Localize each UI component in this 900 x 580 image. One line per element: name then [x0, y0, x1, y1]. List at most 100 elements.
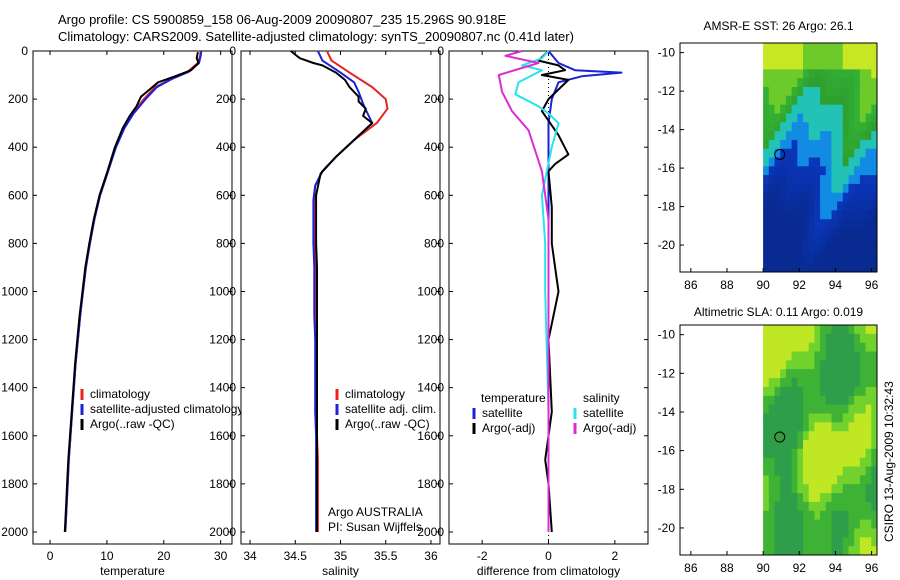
sla_map-cell [865, 484, 872, 494]
sla_map-cell [859, 360, 867, 370]
sst_map-cell [780, 60, 787, 70]
sst_map-cell [842, 69, 850, 79]
sst_map-cell [871, 166, 877, 176]
sla_map-cell [859, 413, 867, 423]
sla_map-cell [871, 395, 877, 406]
sla_map-cell [825, 413, 833, 423]
sst_map-cell [842, 113, 850, 123]
sst_map-cell [859, 263, 867, 272]
sst_map-cell [854, 131, 861, 141]
sla_map-cell [865, 422, 872, 432]
sst_map-cell [808, 113, 815, 123]
sst_map-cell [859, 210, 867, 220]
sst_map-cell [848, 201, 855, 211]
sla_map-cell [814, 333, 821, 344]
sst_map-cell [780, 263, 787, 272]
sla_map-cell [831, 546, 838, 555]
sla_map-cell [814, 528, 821, 538]
sla_map-cell [871, 457, 877, 468]
sst_map-cell [842, 166, 850, 176]
sla_map-cell [820, 351, 827, 361]
sst_map-cell [768, 87, 776, 97]
sst_map-cell [831, 95, 838, 106]
sla_map-cell [797, 333, 804, 344]
sst_map-cell [814, 263, 821, 272]
sst_map-cell [842, 43, 850, 53]
sst_map-cell [814, 87, 821, 97]
sst_map-cell [825, 254, 833, 264]
sst_map-cell [791, 60, 798, 70]
sst_map-cell [763, 254, 770, 264]
sst_map-cell [803, 104, 810, 115]
sst_map-cell [865, 166, 872, 176]
sst_map-cell [808, 157, 815, 167]
sst_map-cell [837, 245, 844, 255]
sla_map-cell [825, 395, 833, 406]
sst_map-cell [797, 236, 804, 247]
sla_map-cell [814, 493, 821, 503]
sla_map-cell [791, 378, 798, 388]
sst_map-cell [803, 113, 810, 123]
sst_map-cell [774, 263, 781, 272]
sla_map-cell [871, 404, 877, 414]
sla_map-cell [837, 413, 844, 423]
sst_map-cell [859, 166, 867, 176]
sla_map-cell [825, 546, 833, 555]
sla_map-cell [803, 413, 810, 423]
sst_map-cell [797, 87, 804, 97]
sst_map-cell [854, 51, 861, 62]
sla_map-cell [763, 422, 770, 432]
salinity-y-tick-label: 1200 [209, 333, 236, 347]
sla_map-cell [780, 528, 787, 538]
sla_map-cell [780, 484, 787, 494]
sla_map-cell [814, 457, 821, 468]
sst_map-cell [797, 139, 804, 150]
sla_map-x-tick-label: 96 [865, 561, 879, 575]
sst_map-cell [854, 192, 861, 203]
sst_map-cell [808, 175, 815, 185]
sst_map-cell [763, 236, 770, 247]
sst_map-cell [791, 51, 798, 62]
sst_map-cell [865, 131, 872, 141]
sst_map-cell [797, 104, 804, 115]
sla_map-cell [808, 510, 815, 521]
sla_map-cell [831, 413, 838, 423]
sla_map-cell [774, 386, 781, 397]
sla_map-cell [808, 431, 815, 441]
sla_map-cell [865, 493, 872, 503]
sla_map-cell [785, 457, 793, 468]
sst_map-cell [785, 78, 793, 88]
sst_map-cell [859, 95, 867, 106]
sst_map-cell [871, 131, 877, 141]
sla_map-cell [842, 457, 850, 468]
sst_map-cell [865, 69, 872, 79]
sst_map-cell [803, 69, 810, 79]
sst_map-cell [803, 60, 810, 70]
sst_map-cell [854, 263, 861, 272]
sst_map-cell [820, 236, 827, 247]
sla_map-cell [831, 386, 838, 397]
sst_map-cell [785, 95, 793, 106]
temperature-y-tick-label: 200 [8, 92, 28, 106]
sst_map-cell [797, 78, 804, 88]
sst_map-y-tick-label: -16 [658, 161, 676, 175]
sla_map-cell [768, 510, 776, 521]
sst_map-cell [842, 236, 850, 247]
sla_map-cell [854, 466, 861, 476]
sst_map-cell [865, 201, 872, 211]
sst_map-cell [820, 148, 827, 159]
sst_map-cell [803, 78, 810, 88]
sst_map-cell [785, 263, 793, 272]
sst_map-cell [774, 192, 781, 203]
sla_map-cell [865, 475, 872, 485]
sst_map-cell [780, 228, 787, 238]
sla_map-cell [774, 510, 781, 521]
sla_map-cell [803, 422, 810, 432]
sla_map-cell [763, 484, 770, 494]
sst_map-cell [859, 113, 867, 123]
sst_map-cell [797, 254, 804, 264]
sla_map-cell [842, 484, 850, 494]
salinity-series-argo-raw-qc- [290, 50, 374, 532]
sst_map-cell [837, 263, 844, 272]
sla_map-cell [820, 422, 827, 432]
